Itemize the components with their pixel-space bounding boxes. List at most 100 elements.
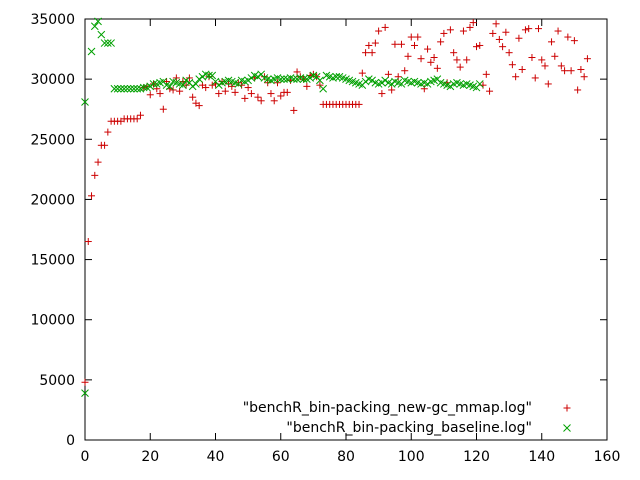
- data-point: [146, 82, 155, 91]
- data-point: [195, 75, 204, 83]
- data-point: [130, 84, 138, 93]
- x-tick-label: 60: [272, 449, 290, 465]
- data-point: [397, 40, 405, 48]
- data-point: [107, 39, 115, 47]
- data-point: [88, 192, 96, 200]
- data-point: [303, 82, 311, 90]
- legend-label-new-gc-mmap: "benchR_bin-packing_new-gc_mmap.log": [243, 400, 532, 416]
- data-point: [401, 67, 409, 75]
- data-point: [570, 37, 578, 45]
- data-point: [424, 45, 432, 53]
- data-point: [319, 84, 328, 93]
- data-point: [163, 78, 171, 86]
- data-point: [221, 87, 229, 95]
- data-point: [276, 75, 285, 83]
- data-point: [387, 80, 396, 88]
- data-point: [574, 86, 582, 94]
- data-point: [495, 35, 503, 43]
- data-point: [417, 55, 425, 63]
- x-tick-label: 0: [81, 449, 90, 465]
- data-point: [182, 81, 190, 89]
- data-point: [446, 26, 454, 34]
- data-point: [247, 90, 255, 98]
- x-axis: 0 20 40 60 80 100 120 140 160: [81, 19, 621, 465]
- data-point: [361, 77, 370, 86]
- legend-label-baseline: "benchR_bin-packing_baseline.log": [286, 420, 532, 436]
- data-point: [101, 141, 109, 149]
- data-point: [404, 52, 412, 60]
- data-point: [264, 79, 272, 87]
- data-point: [156, 90, 164, 98]
- y-tick-label: 0: [66, 433, 75, 449]
- data-point: [87, 47, 96, 56]
- series-layer: [81, 17, 591, 397]
- data-point: [182, 76, 190, 85]
- x-tick-label: 20: [141, 449, 159, 465]
- y-tick-label: 15000: [30, 253, 75, 269]
- data-point: [110, 84, 119, 93]
- data-point: [299, 75, 308, 83]
- data-point: [254, 93, 262, 101]
- data-point: [541, 62, 549, 70]
- data-point: [456, 63, 464, 71]
- data-point: [525, 25, 533, 33]
- data-point: [411, 41, 419, 49]
- data-point: [505, 49, 513, 57]
- y-tick-label: 25000: [30, 132, 75, 148]
- data-point: [159, 105, 167, 113]
- data-point: [453, 56, 461, 64]
- data-point: [430, 53, 438, 61]
- data-point: [564, 33, 572, 41]
- data-point: [270, 97, 278, 105]
- data-point: [306, 74, 314, 82]
- data-point: [538, 56, 546, 64]
- data-point: [192, 80, 200, 88]
- data-point: [205, 71, 213, 80]
- legend-marker-baseline: [563, 424, 571, 432]
- data-point: [440, 29, 448, 37]
- data-point: [508, 61, 516, 69]
- data-point: [241, 94, 249, 102]
- legend-marker-new-gc-mmap: [563, 404, 571, 412]
- data-point: [469, 19, 477, 27]
- data-point: [117, 84, 125, 93]
- data-point: [277, 92, 285, 100]
- data-point: [466, 23, 474, 31]
- data-point: [195, 102, 203, 110]
- data-point: [188, 82, 197, 91]
- data-point: [198, 72, 207, 81]
- data-point: [208, 71, 217, 80]
- data-point: [254, 72, 262, 81]
- x-tick-label: 40: [207, 449, 225, 465]
- data-point: [407, 33, 415, 41]
- data-point: [557, 62, 565, 70]
- data-point: [247, 74, 256, 82]
- data-point: [551, 52, 559, 60]
- data-point: [368, 49, 376, 57]
- data-point: [126, 84, 135, 93]
- x-tick-label: 160: [594, 449, 621, 465]
- data-point: [133, 84, 142, 93]
- data-point: [81, 389, 89, 397]
- y-tick-label: 35000: [30, 12, 75, 28]
- data-point: [394, 73, 402, 81]
- data-point: [146, 91, 154, 99]
- legend-symbol: [563, 424, 571, 432]
- data-point: [567, 67, 575, 75]
- y-tick-label: 20000: [30, 192, 75, 208]
- data-point: [482, 70, 490, 78]
- data-point: [94, 17, 102, 26]
- legend-symbol: [563, 404, 571, 412]
- data-point: [133, 115, 141, 123]
- data-point: [214, 81, 223, 90]
- data-point: [577, 66, 585, 74]
- data-point: [391, 40, 399, 48]
- data-point: [534, 25, 542, 33]
- y-tick-label: 5000: [39, 373, 75, 389]
- data-point: [518, 66, 526, 74]
- data-point: [492, 20, 500, 28]
- data-point: [446, 82, 455, 91]
- data-point: [97, 30, 106, 39]
- data-point: [267, 90, 275, 98]
